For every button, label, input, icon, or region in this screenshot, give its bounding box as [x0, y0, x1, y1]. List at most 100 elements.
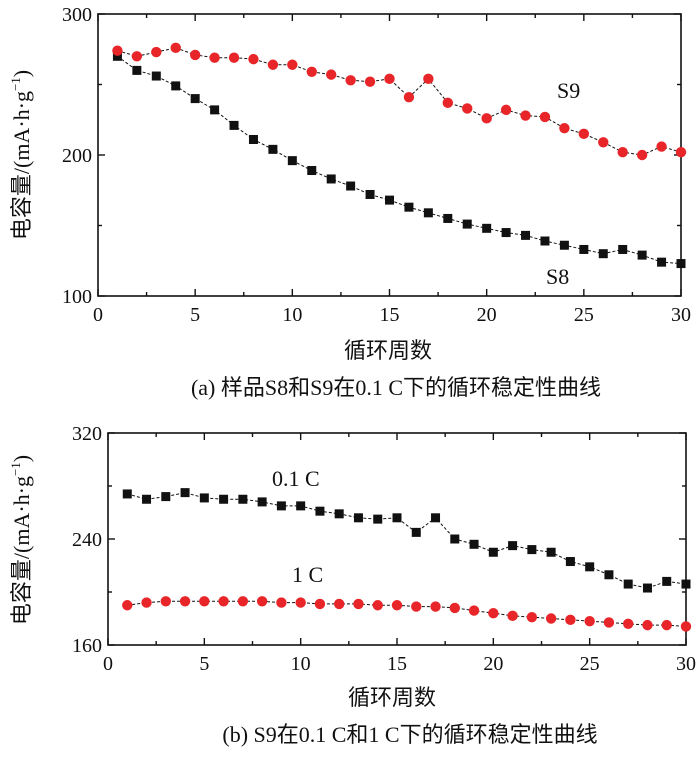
series-line-1c	[127, 600, 687, 627]
data-point-s8	[598, 249, 608, 259]
data-point-s9	[189, 49, 201, 61]
data-point-0.1c	[142, 494, 152, 504]
data-point-1c	[295, 597, 306, 608]
data-point-s8	[385, 195, 394, 205]
data-point-0.1c	[199, 493, 209, 503]
data-point-1c	[160, 596, 171, 607]
x-tick-label: 30	[671, 304, 691, 326]
data-point-s8	[637, 250, 647, 260]
data-point-1c	[488, 608, 499, 619]
data-point-s9	[287, 59, 298, 70]
data-point-1c	[661, 619, 672, 631]
data-point-s9	[636, 149, 648, 161]
chart-a-tick-labels: 0 5 10 15 20 25 30 100 200 300	[62, 4, 691, 326]
data-point-1c	[642, 619, 653, 631]
data-point-1c	[584, 615, 595, 627]
x-tick-label: 15	[380, 304, 400, 326]
data-point-s9	[675, 146, 687, 158]
x-tick-label: 10	[282, 304, 302, 326]
data-point-0.1c	[238, 494, 248, 504]
data-point-0.1c	[161, 492, 171, 502]
data-point-s9	[598, 137, 609, 148]
data-point-1c	[565, 614, 576, 626]
chart-a-series-group	[112, 42, 687, 269]
data-point-s9	[345, 75, 356, 86]
data-point-s8	[540, 236, 550, 246]
data-point-0.1c	[623, 579, 633, 589]
data-point-s9	[112, 45, 123, 56]
x-tick-label: 25	[580, 653, 600, 675]
chart-b-y-axis-title: 电容量/(mA·h·g−1)	[8, 455, 34, 625]
chart-b-axes-frame	[107, 432, 687, 646]
data-point-1c	[141, 597, 152, 608]
x-tick-label: 0	[103, 653, 113, 675]
y-tick-label: 300	[62, 4, 92, 26]
data-point-s8	[501, 228, 511, 238]
data-point-s8	[132, 65, 142, 75]
data-point-1c	[353, 598, 364, 610]
data-point-0.1c	[122, 489, 132, 499]
chart-a-y-axis-title: 电容量/(mA·h·g−1)	[8, 70, 34, 240]
data-point-s9	[384, 73, 395, 85]
y-tick-label: 200	[62, 145, 92, 167]
y-tick-label: 320	[72, 423, 102, 445]
data-point-0.1c	[469, 539, 479, 549]
data-point-1c	[199, 596, 210, 607]
data-point-0.1c	[180, 488, 190, 498]
chart-a-caption: (a) 样品S8和S9在0.1 C下的循环稳定性曲线	[191, 375, 601, 400]
data-point-1c	[449, 602, 460, 614]
x-tick-label: 15	[387, 653, 407, 675]
data-point-1c	[372, 600, 383, 611]
chart-b-x-axis-title: 循环周数	[348, 685, 436, 710]
data-point-s8	[346, 181, 356, 191]
data-point-s9	[209, 52, 220, 63]
data-point-s9	[423, 73, 434, 85]
data-point-1c	[507, 610, 518, 622]
data-point-s8	[462, 219, 472, 229]
data-point-0.1c	[585, 562, 595, 572]
data-point-s8	[618, 244, 628, 254]
series-line-s9	[117, 47, 682, 156]
data-point-1c	[237, 596, 249, 607]
data-point-1c	[179, 596, 191, 607]
data-point-s9	[559, 123, 570, 134]
data-point-0.1c	[604, 570, 614, 580]
x-tick-label: 10	[291, 653, 311, 675]
data-point-s8	[365, 189, 375, 199]
data-point-s9	[500, 104, 512, 116]
data-point-0.1c	[508, 541, 518, 551]
data-point-s8	[229, 120, 239, 130]
data-point-0.1c	[373, 514, 383, 524]
y-tick-label: 160	[72, 635, 102, 657]
data-point-s9	[131, 51, 143, 62]
data-point-0.1c	[488, 547, 498, 557]
data-point-0.1c	[334, 509, 344, 519]
data-point-s8	[210, 105, 220, 115]
data-point-s9	[306, 66, 317, 78]
series-line-0.1c	[127, 492, 687, 589]
data-point-s9	[267, 59, 279, 70]
data-point-s8	[112, 51, 122, 61]
x-tick-label: 20	[483, 653, 503, 675]
data-point-s8	[190, 94, 200, 104]
chart-a-series-label-s9: S9	[557, 78, 580, 103]
y-tick-label: 240	[72, 529, 102, 551]
data-point-s8	[443, 213, 453, 223]
data-point-s9	[228, 52, 240, 63]
data-point-s8	[326, 174, 336, 184]
data-point-s9	[403, 91, 415, 103]
data-point-1c	[218, 596, 229, 607]
chart-b-series-label-1c: 1 C	[292, 562, 323, 587]
data-point-s9	[539, 111, 551, 123]
chart-a-x-axis-title: 循环周数	[344, 338, 432, 363]
data-point-s9	[481, 113, 492, 124]
data-point-0.1c	[681, 579, 691, 589]
data-point-s8	[171, 81, 181, 91]
data-point-s9	[656, 141, 667, 152]
data-point-1c	[334, 598, 345, 610]
data-point-0.1c	[431, 513, 441, 523]
data-point-s9	[326, 69, 337, 80]
x-tick-label: 5	[190, 304, 200, 326]
data-point-0.1c	[257, 497, 267, 507]
